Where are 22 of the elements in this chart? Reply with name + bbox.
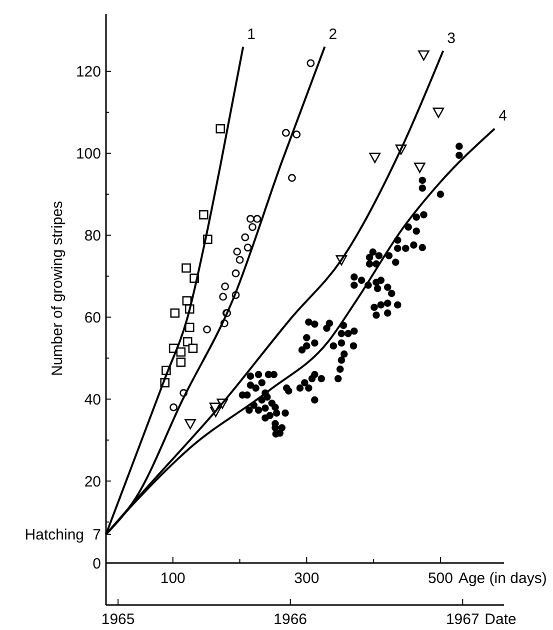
- x-tick-label: 100: [160, 570, 186, 587]
- x-tick-label: 300: [294, 570, 320, 587]
- y-tick-label: 20: [84, 473, 101, 490]
- y-tick-label: 7: [92, 526, 101, 544]
- annotation: Hatching: [24, 526, 84, 544]
- x2-tick-label: 1967: [446, 611, 480, 628]
- series-label: 4: [498, 108, 507, 125]
- x-tick-label: 500: [428, 570, 453, 587]
- y-tick-label: 0: [92, 555, 101, 572]
- y-tick-label: 120: [76, 64, 101, 81]
- y-tick-label: 80: [84, 227, 101, 244]
- y-axis-title: Number of growing stripes: [49, 200, 66, 376]
- x2-tick-label: 1966: [274, 611, 308, 628]
- series-label: 1: [247, 26, 256, 43]
- x2-tick-label: 1965: [101, 611, 135, 628]
- y-tick-label: 100: [76, 146, 101, 163]
- y-tick-label: 40: [84, 391, 101, 408]
- x2-axis-title: Date: [484, 611, 516, 628]
- series-label: 2: [328, 26, 338, 43]
- x-axis-title: Age (in days): [458, 570, 547, 587]
- series-label: 3: [447, 30, 456, 47]
- y-tick-label: 60: [84, 309, 101, 326]
